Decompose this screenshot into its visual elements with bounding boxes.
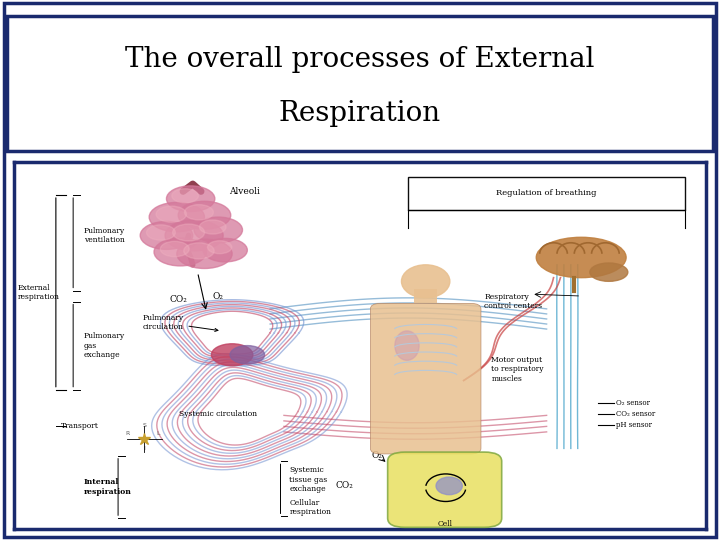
Circle shape — [177, 239, 232, 268]
Circle shape — [166, 186, 215, 212]
Circle shape — [199, 220, 226, 234]
Text: Respiration: Respiration — [279, 100, 441, 127]
Text: Pulmonary
gas
exchange: Pulmonary gas exchange — [84, 333, 125, 359]
Text: O₂: O₂ — [213, 292, 224, 301]
Text: Regulation of breathing: Regulation of breathing — [496, 189, 597, 197]
Text: CO₂ sensor: CO₂ sensor — [616, 409, 655, 417]
Text: Cellular
respiration: Cellular respiration — [289, 498, 331, 516]
Circle shape — [156, 206, 186, 222]
Ellipse shape — [436, 477, 462, 495]
Circle shape — [194, 217, 243, 243]
Text: pH sensor: pH sensor — [616, 421, 652, 429]
FancyBboxPatch shape — [414, 289, 438, 303]
Text: Pulmonary
circulation: Pulmonary circulation — [143, 314, 218, 332]
Text: R: R — [125, 431, 130, 436]
Text: The overall processes of External: The overall processes of External — [125, 46, 595, 73]
Circle shape — [149, 202, 204, 232]
Circle shape — [172, 188, 199, 203]
Text: Transport: Transport — [61, 422, 99, 430]
Circle shape — [165, 220, 223, 251]
Text: O₂: O₂ — [372, 451, 383, 460]
Circle shape — [184, 205, 213, 220]
FancyBboxPatch shape — [408, 177, 685, 210]
FancyBboxPatch shape — [370, 303, 481, 454]
Circle shape — [161, 241, 189, 256]
Text: S: S — [143, 423, 146, 428]
Text: Systemic circulation: Systemic circulation — [179, 409, 257, 417]
Circle shape — [140, 221, 193, 249]
Circle shape — [184, 243, 214, 259]
Text: CO₂: CO₂ — [169, 295, 187, 304]
Circle shape — [212, 344, 253, 366]
Text: Cell: Cell — [438, 519, 452, 528]
FancyBboxPatch shape — [387, 452, 502, 528]
Ellipse shape — [536, 237, 626, 278]
Circle shape — [230, 346, 265, 364]
Text: Systemic
tissue gas
exchange: Systemic tissue gas exchange — [289, 467, 328, 493]
Circle shape — [179, 201, 230, 229]
Ellipse shape — [590, 263, 628, 281]
Circle shape — [203, 238, 248, 262]
Circle shape — [146, 225, 176, 240]
Text: O₂ sensor: O₂ sensor — [616, 399, 649, 407]
Text: L: L — [157, 431, 161, 436]
Text: Respiratory
control centers: Respiratory control centers — [485, 293, 543, 310]
Ellipse shape — [402, 265, 450, 298]
Text: CO₂: CO₂ — [336, 481, 353, 490]
Text: Internal
respiration: Internal respiration — [84, 478, 131, 496]
Text: External
respiration: External respiration — [18, 284, 60, 301]
Circle shape — [173, 224, 204, 241]
Text: Alveoli: Alveoli — [229, 187, 259, 196]
Text: I: I — [143, 446, 145, 450]
Text: Pulmonary
ventilation: Pulmonary ventilation — [84, 227, 125, 244]
Circle shape — [154, 238, 207, 266]
Ellipse shape — [395, 331, 419, 360]
Circle shape — [207, 241, 232, 254]
Text: Motor output
to respiratory
muscles: Motor output to respiratory muscles — [491, 356, 544, 383]
